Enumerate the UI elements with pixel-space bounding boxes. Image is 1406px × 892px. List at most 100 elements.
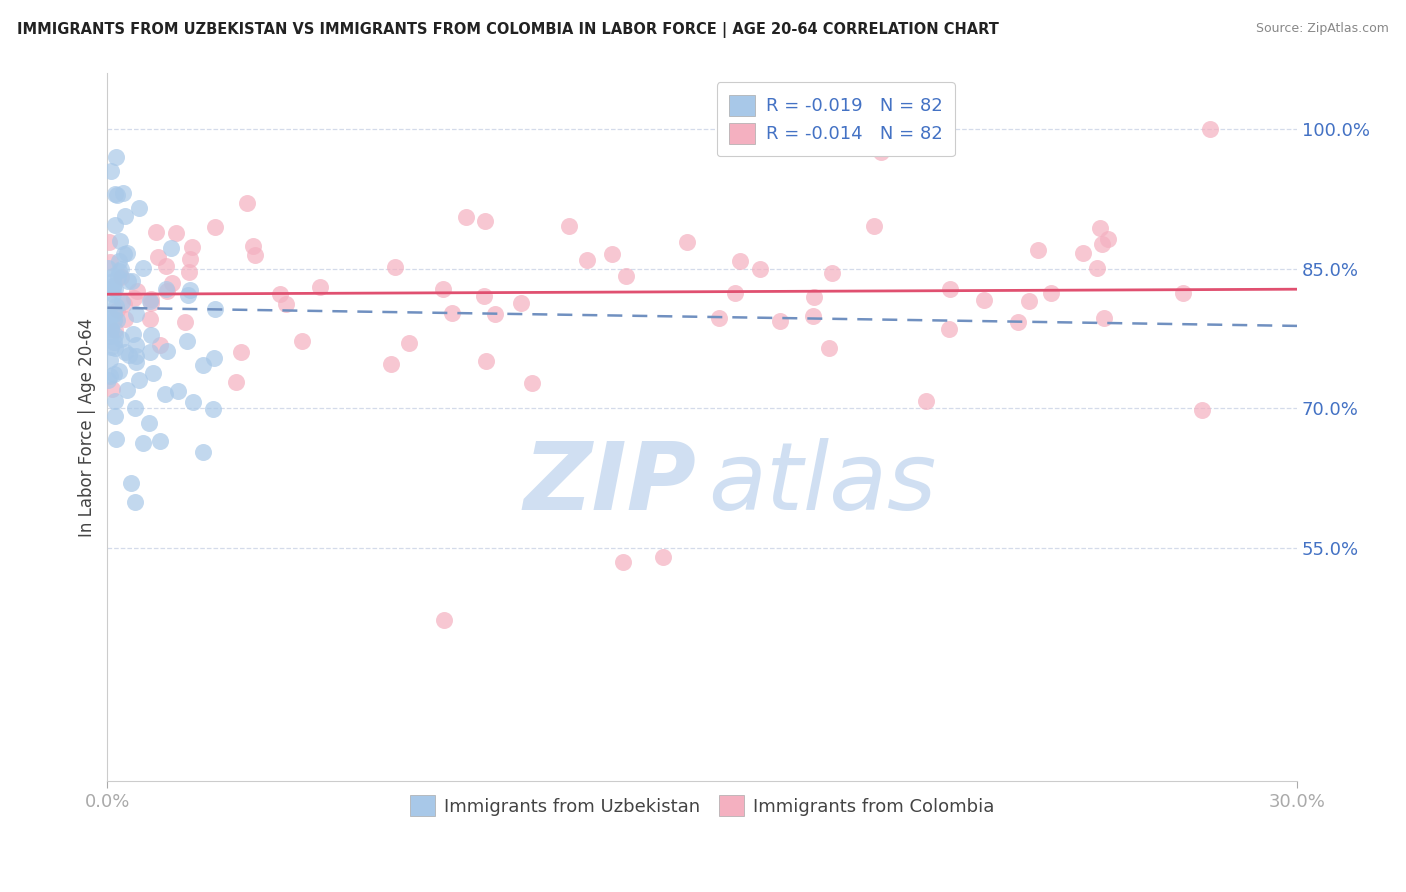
- Point: [139, 293, 162, 308]
- Point: [125, 355, 148, 369]
- Point: [142, 366, 165, 380]
- Point: [125, 307, 148, 321]
- Text: atlas: atlas: [709, 438, 936, 529]
- Point: [149, 338, 172, 352]
- Point: [235, 195, 257, 210]
- Point: [433, 613, 456, 627]
- Point: [454, 210, 477, 224]
- Point: [225, 376, 247, 390]
- Point: [1173, 286, 1195, 301]
- Point: [803, 290, 825, 304]
- Point: [125, 284, 148, 298]
- Point: [114, 344, 136, 359]
- Point: [101, 279, 124, 293]
- Point: [111, 295, 134, 310]
- Point: [128, 202, 150, 216]
- Point: [141, 296, 163, 310]
- Legend: Immigrants from Uzbekistan, Immigrants from Colombia: Immigrants from Uzbekistan, Immigrants f…: [401, 786, 1004, 825]
- Point: [115, 383, 138, 397]
- Point: [177, 264, 200, 278]
- Point: [104, 409, 127, 423]
- Point: [869, 145, 891, 160]
- Point: [103, 328, 125, 343]
- Y-axis label: In Labor Force | Age 20-64: In Labor Force | Age 20-64: [79, 318, 96, 537]
- Point: [100, 322, 122, 336]
- Point: [801, 309, 824, 323]
- Point: [108, 235, 131, 249]
- Point: [475, 353, 498, 368]
- Point: [651, 550, 673, 565]
- Point: [117, 274, 139, 288]
- Point: [100, 163, 122, 178]
- Point: [973, 293, 995, 308]
- Point: [132, 260, 155, 275]
- Point: [101, 297, 124, 311]
- Point: [108, 263, 131, 277]
- Point: [110, 262, 132, 277]
- Point: [101, 268, 124, 283]
- Point: [115, 245, 138, 260]
- Point: [138, 416, 160, 430]
- Point: [104, 433, 127, 447]
- Point: [108, 253, 131, 268]
- Point: [384, 260, 406, 274]
- Point: [179, 252, 201, 267]
- Point: [1097, 232, 1119, 246]
- Point: [173, 315, 195, 329]
- Point: [104, 394, 127, 409]
- Point: [558, 219, 581, 234]
- Point: [600, 247, 623, 261]
- Text: ZIP: ZIP: [523, 438, 696, 530]
- Point: [201, 401, 224, 416]
- Point: [141, 327, 163, 342]
- Point: [121, 273, 143, 287]
- Point: [105, 150, 128, 164]
- Point: [103, 307, 125, 321]
- Point: [149, 434, 172, 448]
- Point: [97, 261, 120, 276]
- Point: [114, 209, 136, 223]
- Point: [131, 436, 153, 450]
- Point: [114, 311, 136, 326]
- Point: [510, 296, 533, 310]
- Point: [165, 226, 187, 240]
- Point: [101, 287, 124, 301]
- Point: [112, 247, 135, 261]
- Point: [1071, 246, 1094, 260]
- Point: [398, 335, 420, 350]
- Point: [108, 364, 131, 378]
- Point: [242, 238, 264, 252]
- Point: [1198, 121, 1220, 136]
- Point: [472, 289, 495, 303]
- Point: [309, 280, 332, 294]
- Point: [124, 494, 146, 508]
- Point: [101, 382, 124, 396]
- Point: [98, 368, 121, 383]
- Point: [100, 309, 122, 323]
- Point: [1191, 403, 1213, 417]
- Point: [1090, 221, 1112, 235]
- Point: [139, 345, 162, 359]
- Point: [153, 386, 176, 401]
- Point: [1091, 236, 1114, 251]
- Point: [707, 311, 730, 326]
- Point: [118, 348, 141, 362]
- Point: [139, 311, 162, 326]
- Point: [105, 302, 128, 317]
- Point: [100, 321, 122, 335]
- Point: [484, 307, 506, 321]
- Point: [204, 219, 226, 234]
- Point: [380, 357, 402, 371]
- Point: [104, 341, 127, 355]
- Point: [121, 327, 143, 342]
- Point: [938, 282, 960, 296]
- Point: [97, 373, 120, 387]
- Point: [1007, 315, 1029, 329]
- Point: [105, 299, 128, 313]
- Point: [575, 252, 598, 267]
- Point: [179, 283, 201, 297]
- Point: [128, 373, 150, 387]
- Point: [155, 282, 177, 296]
- Point: [818, 342, 841, 356]
- Point: [769, 314, 792, 328]
